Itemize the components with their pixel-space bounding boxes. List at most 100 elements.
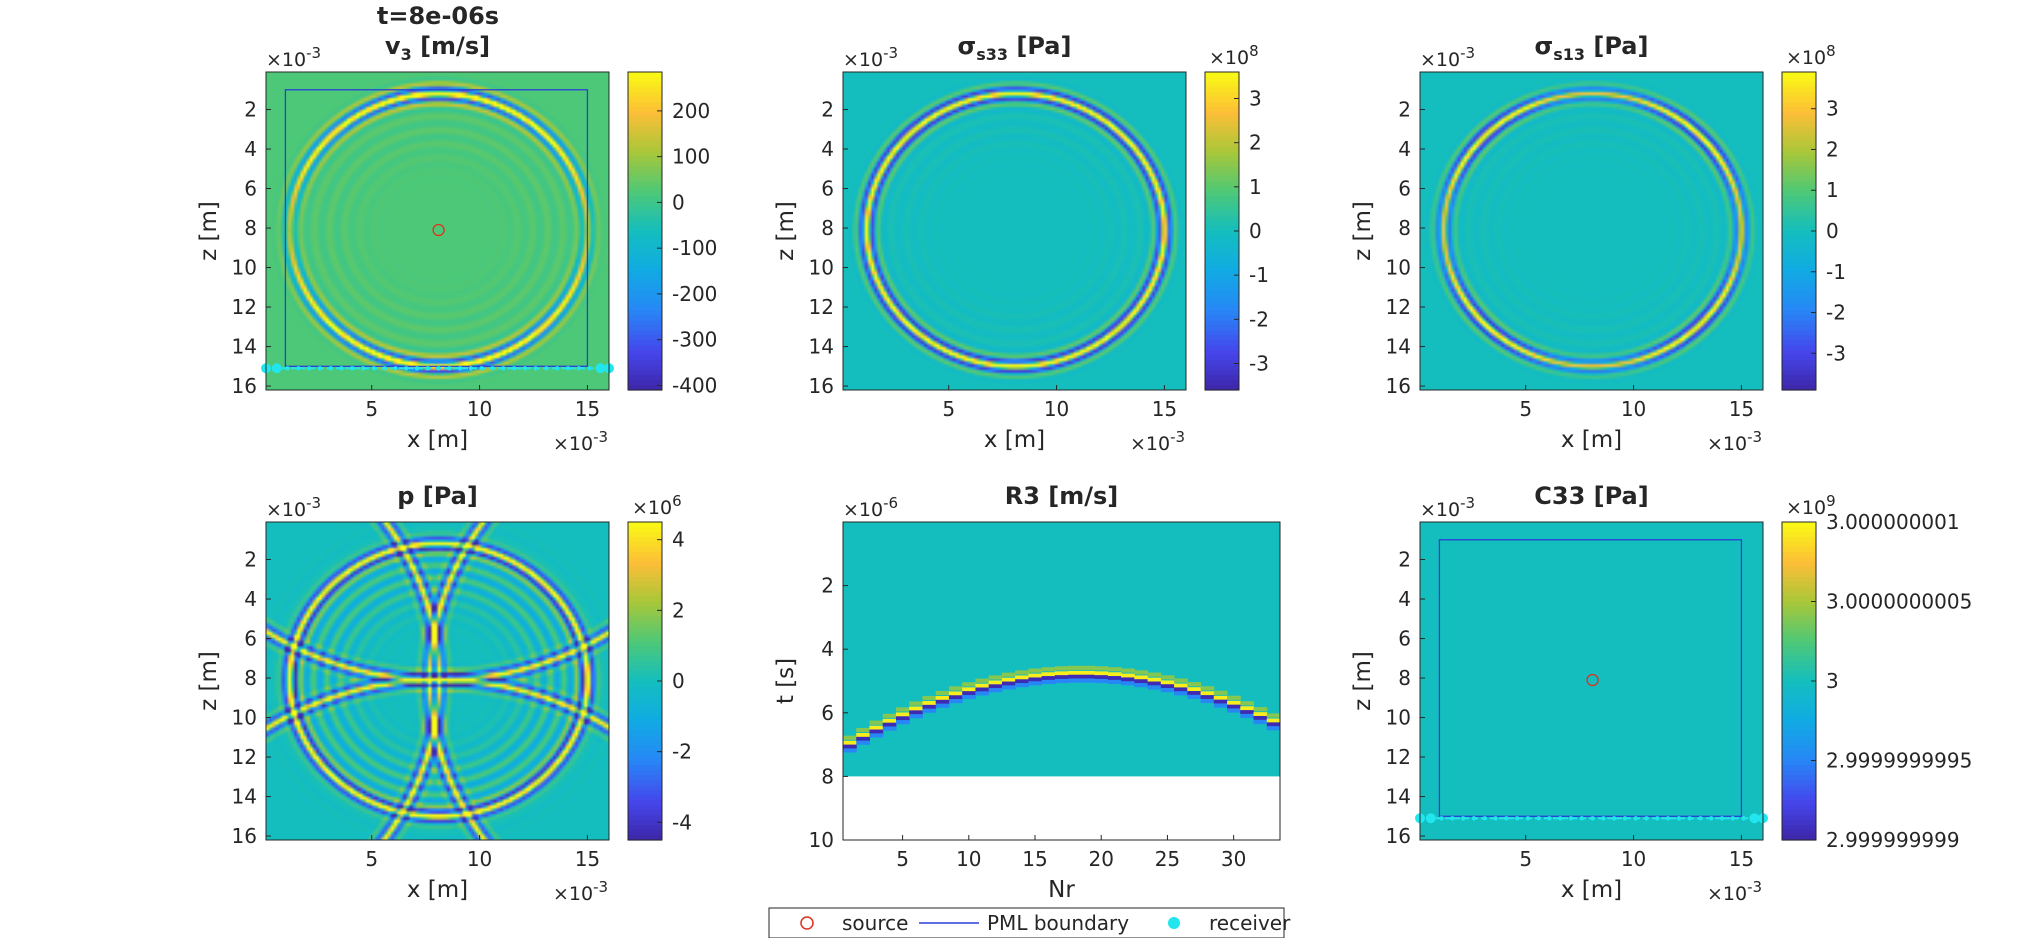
y-tick-label: 6 <box>1398 627 1411 651</box>
y-tick-label: 14 <box>232 335 257 359</box>
colorbar-segment <box>628 91 662 98</box>
receiver-dot <box>393 366 398 371</box>
colorbar-segment <box>1782 196 1816 202</box>
y-tick-label: 8 <box>1398 666 1411 690</box>
colorbar-segment <box>1782 730 1816 737</box>
colorbar-segment <box>628 221 662 227</box>
arrival-cell <box>882 726 897 731</box>
colorbar-segment <box>1782 221 1816 227</box>
arrival-cell <box>1041 672 1056 677</box>
colorbar-segment <box>628 161 662 168</box>
arrival-cell <box>1041 679 1056 685</box>
colorbar-segment <box>628 695 662 702</box>
y-tick-label: 6 <box>821 177 834 201</box>
arrival-cell <box>1054 678 1069 684</box>
colorbar-segment <box>628 226 662 232</box>
receiver-dot <box>565 366 571 371</box>
panel-title: R3 [m/s] <box>1005 482 1119 510</box>
arrival-cell <box>922 695 937 701</box>
arrival-cell <box>843 748 857 753</box>
arrival-cell <box>948 699 963 704</box>
colorbar-segment <box>1782 181 1816 187</box>
colorbar-segment <box>628 176 662 182</box>
arrival-cell <box>882 713 897 718</box>
colorbar-segment <box>628 216 662 222</box>
x-tick-label: 10 <box>1621 397 1646 421</box>
receiver-dot <box>1450 816 1455 821</box>
x-tick-label: 5 <box>896 847 909 871</box>
arrival-cell <box>1227 700 1241 705</box>
arrival-cell <box>1200 691 1215 696</box>
colorbar-segment <box>1205 385 1239 391</box>
arrival-cell <box>1121 668 1135 673</box>
colorbar-segment <box>1782 136 1816 143</box>
receiver-dot <box>555 366 560 371</box>
axis-exponent: ×10-3 <box>1130 428 1185 455</box>
colorbar-segment <box>1205 340 1239 346</box>
panel-1: 5 10 15 2 4 6 8 10 12 14 16 x [m] z [m] ×10-3 ×10-3 v3 … <box>196 32 717 455</box>
colorbar-segment <box>628 631 662 637</box>
colorbar-segment <box>628 111 662 118</box>
colorbar-segment <box>1205 181 1239 187</box>
colorbar-segment <box>628 350 662 356</box>
colorbar-segment <box>1782 141 1816 148</box>
arrival-cell <box>1174 683 1188 688</box>
receiver-dot <box>1536 816 1541 821</box>
colorbar-segment <box>628 805 662 811</box>
colorbar-segment <box>1782 725 1816 732</box>
y-tick-label: 8 <box>244 216 257 240</box>
colorbar-segment <box>1782 775 1816 781</box>
arrival-cell <box>1001 685 1016 690</box>
colorbar-segment <box>1782 186 1816 192</box>
colorbar-segment <box>1782 265 1816 272</box>
colorbar-segment <box>1205 245 1239 252</box>
colorbar-segment <box>1205 136 1239 143</box>
colorbar-tick-label: -200 <box>672 282 717 306</box>
colorbar-segment <box>1205 295 1239 302</box>
arrival-cell <box>935 690 950 696</box>
colorbar-segment <box>1782 631 1816 637</box>
receiver-dot <box>1601 816 1606 821</box>
arrival-cell <box>1107 676 1122 681</box>
arrival-cell <box>909 714 923 719</box>
arrival-cell <box>975 687 990 692</box>
colorbar-segment <box>1782 380 1816 386</box>
colorbar-segment <box>1205 176 1239 182</box>
receiver-dot <box>1622 816 1628 821</box>
colorbar-segment <box>1205 305 1239 312</box>
colorbar-segment <box>1205 196 1239 202</box>
x-axis-label: x [m] <box>407 877 468 903</box>
arrival-cell <box>988 684 1003 689</box>
colorbar-segment <box>628 250 662 257</box>
colorbar-segment <box>1205 86 1239 93</box>
colorbar-segment <box>1782 330 1816 336</box>
colorbar-segment <box>1205 106 1239 113</box>
receiver-dot <box>1425 813 1436 824</box>
colorbar-segment <box>1205 171 1239 177</box>
colorbar-tick-label: -4 <box>672 810 692 834</box>
colorbar-segment <box>1782 685 1816 692</box>
colorbar-segment <box>628 121 662 128</box>
colorbar-segment <box>1782 355 1816 361</box>
colorbar-segment <box>1205 156 1239 163</box>
receiver-dot <box>1504 816 1509 821</box>
arrival-cell <box>1266 722 1281 727</box>
colorbar-segment <box>628 255 662 262</box>
axis-exponent: ×10-3 <box>266 494 321 521</box>
colorbar-segment <box>1782 720 1816 727</box>
colorbar-segment <box>1782 275 1816 282</box>
colorbar-segment <box>1782 151 1816 158</box>
colorbar-segment <box>1205 350 1239 356</box>
colorbar-segment <box>1782 176 1816 182</box>
colorbar-segment <box>1782 166 1816 172</box>
receiver-dot <box>1644 816 1649 821</box>
receiver-dot <box>1741 816 1746 821</box>
colorbar-segment <box>1782 86 1816 93</box>
colorbar-segment <box>1205 141 1239 148</box>
receiver-dot <box>285 366 290 371</box>
colorbar-segment <box>628 141 662 148</box>
arrival-cell <box>856 740 870 745</box>
legend: source PML boundary receiver <box>768 907 1291 938</box>
colorbar-segment <box>1782 626 1816 632</box>
